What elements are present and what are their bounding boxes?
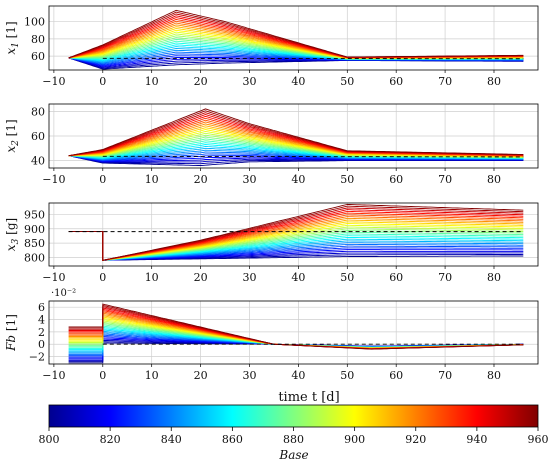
x-tick-label: 30 [242, 271, 256, 284]
y-tick-label: 40 [31, 155, 45, 168]
plot-frame [48, 202, 539, 267]
series-line [68, 214, 524, 261]
y-tick-label: 60 [31, 50, 45, 63]
x-tick-label: 10 [145, 369, 159, 382]
x-tick-label: 50 [340, 75, 354, 88]
x-tick-label: 50 [340, 369, 354, 382]
colorbar-ticks: 800 820 840 860 880 900 920 940 960 [39, 427, 549, 446]
y-axis-label: Fb [1] [4, 314, 18, 352]
y-tick-label: 0 [38, 338, 45, 351]
plot-frame [48, 103, 539, 169]
x-tick-label: 40 [291, 369, 305, 382]
x-tick-label: 30 [242, 173, 256, 186]
x-tick-label: 60 [389, 75, 403, 88]
y-tick-label: 950 [24, 208, 45, 221]
x-tick-label: 10 [145, 271, 159, 284]
x-tick-label: 40 [291, 173, 305, 186]
x-tick-label: 80 [487, 173, 501, 186]
series-group [68, 9, 524, 70]
x-tick-label: −10 [42, 75, 65, 88]
y-tick-label: 800 [24, 251, 45, 264]
x-tick-label: −10 [42, 271, 65, 284]
y-scale-label: ·10⁻² [51, 288, 76, 299]
series-line [68, 231, 524, 261]
y-tick-label: 900 [24, 223, 45, 236]
reference-line [102, 155, 524, 158]
x-tick-label: 40 [291, 271, 305, 284]
colorbar-tick-label: 920 [405, 433, 426, 446]
y-tick-label: 4 [38, 314, 45, 327]
x-tick-label: −10 [42, 173, 65, 186]
colorbar-tick-label: 800 [39, 433, 60, 446]
series-line [68, 203, 524, 261]
y-tick-label: 850 [24, 237, 45, 250]
series-line [68, 231, 524, 261]
x-tick-label: −10 [42, 369, 65, 382]
y-tick-label: −2 [29, 351, 45, 364]
x-tick-label: 0 [99, 173, 106, 186]
x-tick-label: 70 [438, 271, 452, 284]
y-tick-label: 6 [38, 301, 45, 314]
x-tick-label: 60 [389, 173, 403, 186]
x-tick-label: 30 [242, 75, 256, 88]
series-group [68, 203, 524, 261]
y-tick-label: 60 [31, 130, 45, 143]
x-tick-label: 70 [438, 173, 452, 186]
x-tick-label: 20 [194, 173, 208, 186]
colorbar-label: Base [278, 448, 308, 462]
colorbar-tick-label: 940 [466, 433, 487, 446]
series-line [68, 303, 524, 350]
x-tick-label: 10 [145, 173, 159, 186]
x-tick-label: 50 [340, 271, 354, 284]
x-tick-label: 40 [291, 75, 305, 88]
x-axis-label: time t [d] [278, 390, 339, 405]
x-tick-label: 30 [242, 369, 256, 382]
x-tick-label: 70 [438, 369, 452, 382]
y-axis-label: x1 [1] [4, 21, 21, 54]
series-group [68, 303, 524, 364]
colorbar-tick-label: 840 [161, 433, 182, 446]
series-line [68, 224, 524, 261]
subplot-2: −10 0 10 20 30 40 50 60 70 80 40 60 80 x2 [1] [4, 103, 539, 186]
x-tick-label: 20 [194, 75, 208, 88]
y-tick-label: 80 [31, 105, 45, 118]
x-tick-label: 10 [145, 75, 159, 88]
colorbar-tick-label: 900 [344, 433, 365, 446]
series-line [68, 231, 524, 261]
x-tick-label: 0 [99, 369, 106, 382]
x-tick-label: 20 [194, 271, 208, 284]
x-tick-label: 70 [438, 75, 452, 88]
y-tick-label: 80 [31, 33, 45, 46]
y-axis-label: x2 [1] [4, 119, 21, 152]
colorbar-tick-label: 960 [528, 433, 549, 446]
series-line [68, 9, 524, 59]
x-tick-label: 60 [389, 369, 403, 382]
x-tick-label: 80 [487, 75, 501, 88]
x-tick-label: 0 [99, 75, 106, 88]
x-tick-label: 0 [99, 271, 106, 284]
y-tick-label: 100 [24, 16, 45, 29]
series-line [68, 108, 524, 157]
y-tick-label: 2 [38, 326, 45, 339]
colorbar-tick-label: 860 [222, 433, 243, 446]
x-tick-label: 80 [487, 271, 501, 284]
x-tick-label: 20 [194, 369, 208, 382]
plot-frame [48, 300, 539, 365]
plot-frame [48, 5, 539, 71]
x-tick-label: 80 [487, 369, 501, 382]
colorbar-tick-label: 880 [283, 433, 304, 446]
colorbar [48, 404, 539, 428]
x-tick-label: 50 [340, 173, 354, 186]
x-tick-label: 60 [389, 271, 403, 284]
series-group [68, 108, 524, 166]
y-axis-label: x3 [g] [4, 218, 21, 251]
colorbar-tick-label: 820 [100, 433, 121, 446]
series-line [68, 330, 524, 353]
series-line [68, 205, 524, 261]
